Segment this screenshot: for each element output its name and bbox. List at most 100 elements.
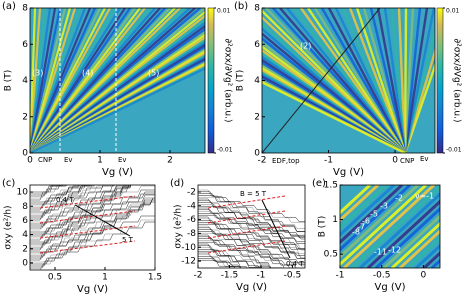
panel-label: (d) <box>170 178 184 189</box>
panel-label: (c) <box>2 178 15 189</box>
guide-line <box>207 210 286 224</box>
trace <box>30 185 104 213</box>
stripe <box>340 185 396 237</box>
trace <box>198 256 242 268</box>
x-tick-label: -0.5 <box>284 271 302 281</box>
colorbar-tick-label: 0.01 <box>217 8 231 15</box>
y-tick-label: -6 <box>187 215 196 225</box>
y-tick-label: 0 <box>254 149 260 159</box>
colorbar-label: ∂²σxx/∂Vg² (arb.u.) <box>452 38 462 122</box>
annotation: ν=-1 <box>415 192 434 201</box>
annotation: Ev <box>420 155 429 163</box>
annotation: Ev <box>64 156 73 164</box>
trace <box>30 185 60 197</box>
trace <box>30 185 67 193</box>
annotation: CNP <box>400 157 414 165</box>
annotation: Ev <box>118 156 127 164</box>
trace <box>198 223 305 250</box>
stripe <box>366 199 440 268</box>
y-tick-label: 0.5 <box>324 250 338 260</box>
frame <box>29 184 156 271</box>
arrow <box>261 199 291 259</box>
x-tick-label: 0 <box>392 156 398 166</box>
stripe <box>340 185 412 252</box>
trace <box>30 185 128 239</box>
y-axis-label: σxy (e²/h) <box>4 205 14 249</box>
y-tick-label: 4 <box>22 230 28 240</box>
annotation: 5 T <box>122 236 134 244</box>
stripe <box>340 185 404 245</box>
y-axis-label: B (T) <box>4 70 14 92</box>
trace <box>198 234 271 268</box>
trace <box>198 196 305 223</box>
x-tick-label: 0 <box>27 156 33 166</box>
guide-line <box>207 225 286 239</box>
annotation: CNP <box>38 156 52 164</box>
x-tick-label: -2 <box>194 271 203 281</box>
y-axis-label: B (T) <box>318 216 328 238</box>
trace <box>30 185 155 223</box>
marker-line <box>262 8 381 153</box>
stripe <box>350 185 440 268</box>
y-tick-label: 8 <box>22 4 28 14</box>
y-tick-label: 2 <box>254 112 260 122</box>
colorbar-tick-label: -0.01 <box>217 147 233 154</box>
trace <box>198 211 305 254</box>
y-tick-label: 1.5 <box>324 181 338 191</box>
panel-label: (e) <box>312 178 326 189</box>
trace <box>198 252 241 268</box>
trace <box>30 185 80 209</box>
x-tick-label: -1 <box>256 271 265 281</box>
annotation: EDF,top <box>272 157 300 165</box>
stripe <box>456 185 474 268</box>
y-tick-label: 8 <box>22 202 28 212</box>
plot-area <box>30 185 155 270</box>
annotation: (2) <box>300 42 311 51</box>
stripe <box>382 214 440 268</box>
trace <box>30 185 132 261</box>
stripe <box>438 265 440 268</box>
colorbar-tick-label: 0.01 <box>446 8 460 15</box>
panel-label: (b) <box>234 1 248 12</box>
frame <box>339 184 441 269</box>
trace <box>30 199 155 257</box>
annotation: -11 <box>374 248 387 257</box>
trace <box>30 215 155 253</box>
y-tick-label: 1 <box>332 215 338 225</box>
panel: -2 -1.5 -1 -0.5 -12 -10 -8 -6 -4 -2 Vg (V) σxy (e²/… <box>170 178 306 293</box>
trace <box>198 214 305 236</box>
colorbar-tick-label: -0.01 <box>446 147 462 154</box>
panel: -0.01 0.01 ∂²σxx/∂Vg² (arb.u.) 0 1 2 0 2 4 6 8 Vg (… <box>2 1 233 178</box>
annotation: 0.4 T <box>56 196 74 204</box>
y-tick-label: 10 <box>17 188 29 198</box>
trace <box>30 185 115 217</box>
x-axis-label: Vg (V) <box>102 167 133 178</box>
x-tick-label: 1 <box>97 156 103 166</box>
trace <box>30 185 93 231</box>
trace <box>198 204 305 229</box>
trace <box>30 189 155 233</box>
trace <box>30 185 129 249</box>
x-axis-label: Vg (V) <box>77 284 108 295</box>
plot-area <box>262 8 435 153</box>
trace <box>198 259 236 268</box>
trace <box>198 243 249 268</box>
trace <box>198 238 271 268</box>
annotation: -6 <box>362 217 370 226</box>
trace <box>198 191 305 233</box>
y-tick-label: 8 <box>254 4 260 14</box>
x-tick-label: 2 <box>167 156 173 166</box>
y-tick-label: -4 <box>187 201 196 211</box>
annotation: -8 <box>352 228 360 237</box>
stripe <box>464 185 474 268</box>
y-tick-label: 4 <box>254 76 260 86</box>
annotation: -12 <box>388 246 401 255</box>
stripe <box>340 185 380 223</box>
x-tick-label: -2 <box>258 156 267 166</box>
trace <box>198 245 260 268</box>
trace <box>198 240 296 268</box>
trace <box>198 258 248 268</box>
x-tick-label: 0 <box>420 271 426 281</box>
x-axis-label: Vg (V) <box>333 167 364 178</box>
x-axis-label: Vg (V) <box>374 282 405 293</box>
